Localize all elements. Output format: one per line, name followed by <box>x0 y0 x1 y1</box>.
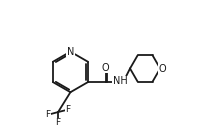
Text: F: F <box>56 118 61 127</box>
Text: N: N <box>67 47 74 57</box>
Text: F: F <box>45 110 50 119</box>
Text: NH: NH <box>113 76 128 86</box>
Text: O: O <box>102 63 110 73</box>
Text: F: F <box>65 105 71 114</box>
Text: O: O <box>159 64 166 73</box>
